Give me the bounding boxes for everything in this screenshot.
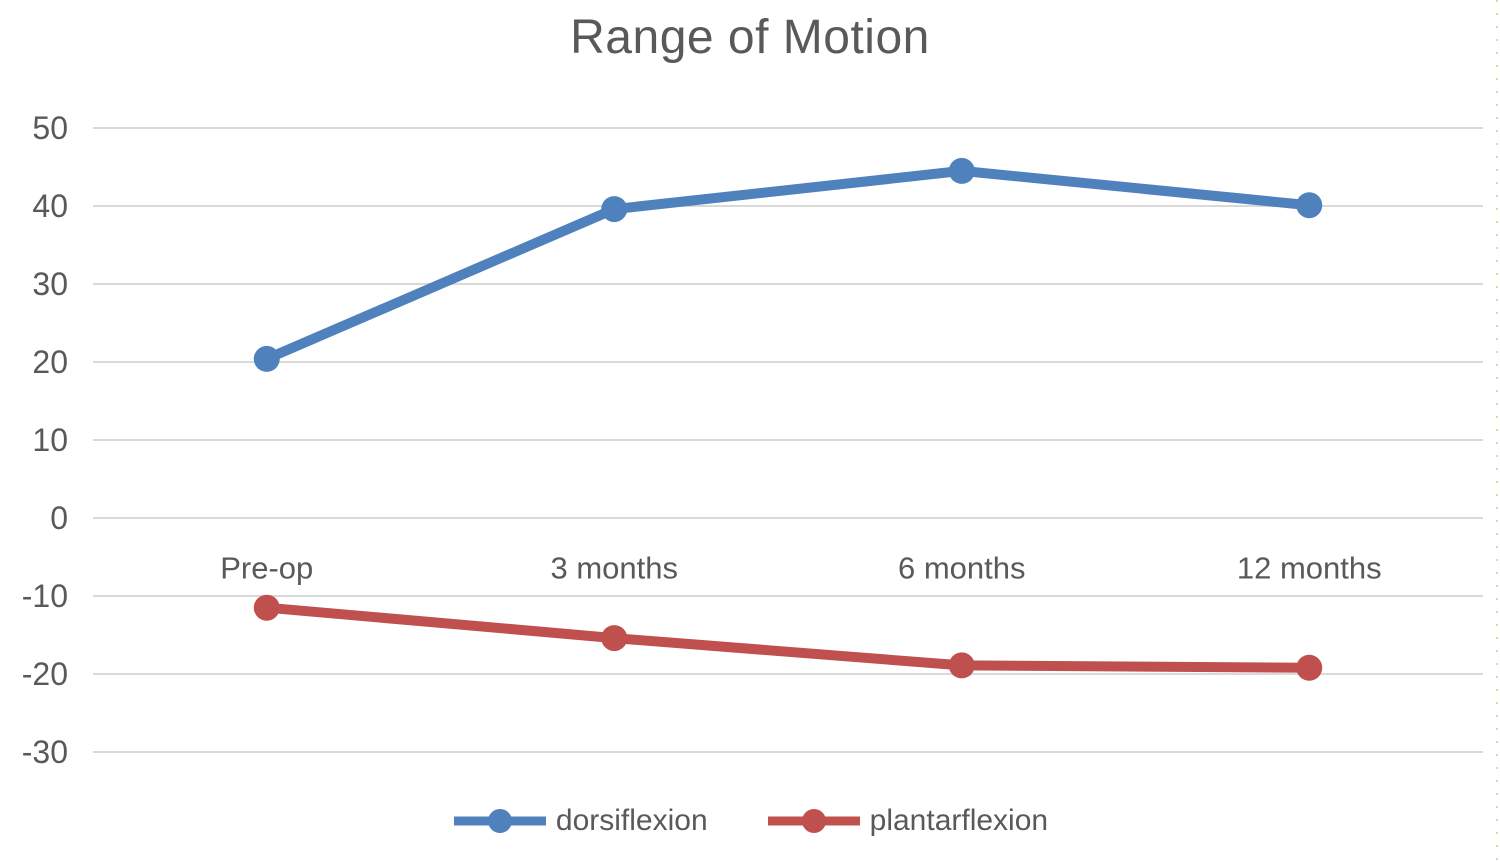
dorsiflexion-data-point <box>948 157 975 184</box>
y-axis-tick-label: -20 <box>22 656 68 692</box>
chart-title: Range of Motion <box>570 11 930 64</box>
plantarflexion-data-point <box>253 594 280 621</box>
dorsiflexion-data-point <box>1296 192 1323 219</box>
dorsiflexion-data-point <box>253 345 280 372</box>
y-axis-tick-label: -30 <box>22 734 68 770</box>
dorsiflexion-line-marker-icon <box>453 809 546 833</box>
dorsiflexion-data-point <box>601 196 628 223</box>
dorsiflexion-series <box>253 157 1323 372</box>
legend-item-dorsiflexion: dorsiflexion <box>452 804 708 838</box>
x-axis-category-label: Pre-op <box>220 551 313 586</box>
legend-label-dorsiflexion: dorsiflexion <box>555 804 708 837</box>
plantarflexion-data-point <box>1296 654 1323 681</box>
y-axis-tick-label: 10 <box>32 422 68 458</box>
x-axis-category-label: 3 months <box>550 551 678 586</box>
y-axis-tick-label: 0 <box>50 500 68 536</box>
plantarflexion-data-point <box>948 652 975 679</box>
dorsiflexion-line <box>261 165 1315 364</box>
y-axis-tick-label: -10 <box>22 578 68 614</box>
y-axis-tick-label: 30 <box>32 266 68 302</box>
y-axis-labels: 50 40 30 20 10 0 -10 -20 -30 <box>22 110 68 770</box>
legend-item-plantarflexion: plantarflexion <box>766 804 1048 838</box>
legend-label-plantarflexion: plantarflexion <box>869 804 1049 837</box>
plantarflexion-data-point <box>601 625 628 652</box>
plantarflexion-line-marker-icon <box>767 809 860 833</box>
x-axis-category-label: 6 months <box>898 551 1026 586</box>
x-axis-category-label: 12 months <box>1237 551 1382 586</box>
x-axis-labels: Pre-op 3 months 6 months 12 months <box>220 551 1381 586</box>
gridlines <box>93 127 1483 753</box>
legend: dorsiflexion plantarflexion <box>0 804 1500 838</box>
y-axis-tick-label: 50 <box>32 110 68 146</box>
y-axis-tick-label: 20 <box>32 344 68 380</box>
y-axis-tick-label: 40 <box>32 188 68 224</box>
plantarflexion-line <box>261 602 1315 673</box>
plantarflexion-series <box>253 594 1323 681</box>
